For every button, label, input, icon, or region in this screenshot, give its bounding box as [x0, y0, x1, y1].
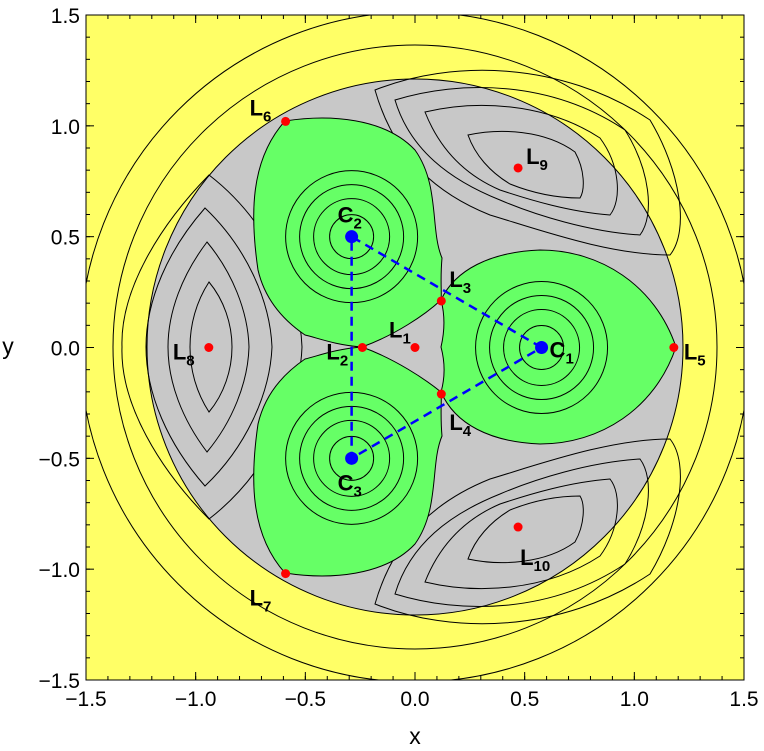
point-label: C3	[338, 470, 362, 500]
point-label: L2	[326, 340, 348, 370]
primary-point	[345, 451, 359, 465]
primary-contour	[329, 435, 375, 481]
y-tick-label: −0.5	[39, 448, 80, 471]
x-axis-label: x	[409, 723, 421, 749]
primary-contour	[519, 325, 565, 370]
point-label: L9	[526, 144, 548, 174]
point-label: L7	[250, 586, 272, 616]
primary-contour	[299, 405, 405, 511]
allowed-region-c1	[440, 249, 677, 445]
x-tick-label: 0.5	[510, 688, 539, 711]
y-tick-label: 0.0	[51, 338, 80, 361]
y-tick-label: −1.0	[39, 559, 80, 582]
point-label: L6	[250, 95, 272, 125]
equilibrium-point	[669, 343, 679, 352]
point-label: L1	[389, 318, 411, 348]
x-tick-label: 1.0	[620, 688, 649, 711]
y-tick-label: 1.5	[51, 5, 80, 28]
equilibrium-point	[281, 569, 291, 579]
y-tick-label: 0.5	[51, 227, 80, 250]
equilibrium-point	[281, 116, 291, 126]
equilibrium-point	[513, 163, 523, 173]
equilibrium-points	[204, 116, 679, 579]
x-tick-label: −1.0	[175, 688, 216, 711]
y-axis-label: y	[2, 333, 14, 359]
point-label: C1	[550, 338, 574, 368]
primary-contour	[503, 309, 581, 386]
primary-point	[345, 230, 359, 244]
y-tick-labels: 1.5 1.0 0.5 0.0 −0.5 −1.0 −1.5	[39, 5, 80, 693]
lobe-contour-lines	[121, 69, 681, 625]
equilibrium-point	[357, 343, 367, 352]
outer-contour-lines	[86, 15, 744, 680]
equilibrium-point	[436, 296, 446, 306]
point-label: L3	[449, 267, 471, 297]
primary-contour	[489, 295, 595, 400]
x-tick-label: −0.5	[285, 688, 326, 711]
equilibrium-point	[436, 389, 446, 399]
point-label: L8	[173, 340, 195, 370]
y-tick-label: −1.5	[39, 670, 80, 693]
x-tick-label: 0.0	[400, 688, 429, 711]
x-tick-label: −1.5	[65, 688, 106, 711]
x-tick-label: 1.5	[729, 688, 758, 711]
axis-ticks	[85, 14, 745, 681]
equilibrium-point	[204, 343, 214, 352]
primary-contour	[475, 281, 609, 414]
point-label: L5	[684, 340, 706, 370]
y-tick-label: 1.0	[51, 116, 80, 139]
point-label: C2	[338, 203, 362, 233]
primary-point	[535, 341, 549, 354]
primary-contour	[313, 419, 391, 497]
equilibrium-point	[410, 343, 420, 352]
primaries-triangle	[350, 234, 545, 461]
point-label: L4	[449, 410, 471, 440]
equilibrium-point	[513, 522, 523, 532]
point-labels: C1 C2 C3 L1 L2 L3 L4 L5 L6 L7 L8 L9 L10	[173, 95, 706, 615]
x-tick-labels: −1.5 −1.0 −0.5 0.0 0.5 1.0 1.5	[65, 688, 758, 711]
point-label: L10	[520, 545, 550, 575]
